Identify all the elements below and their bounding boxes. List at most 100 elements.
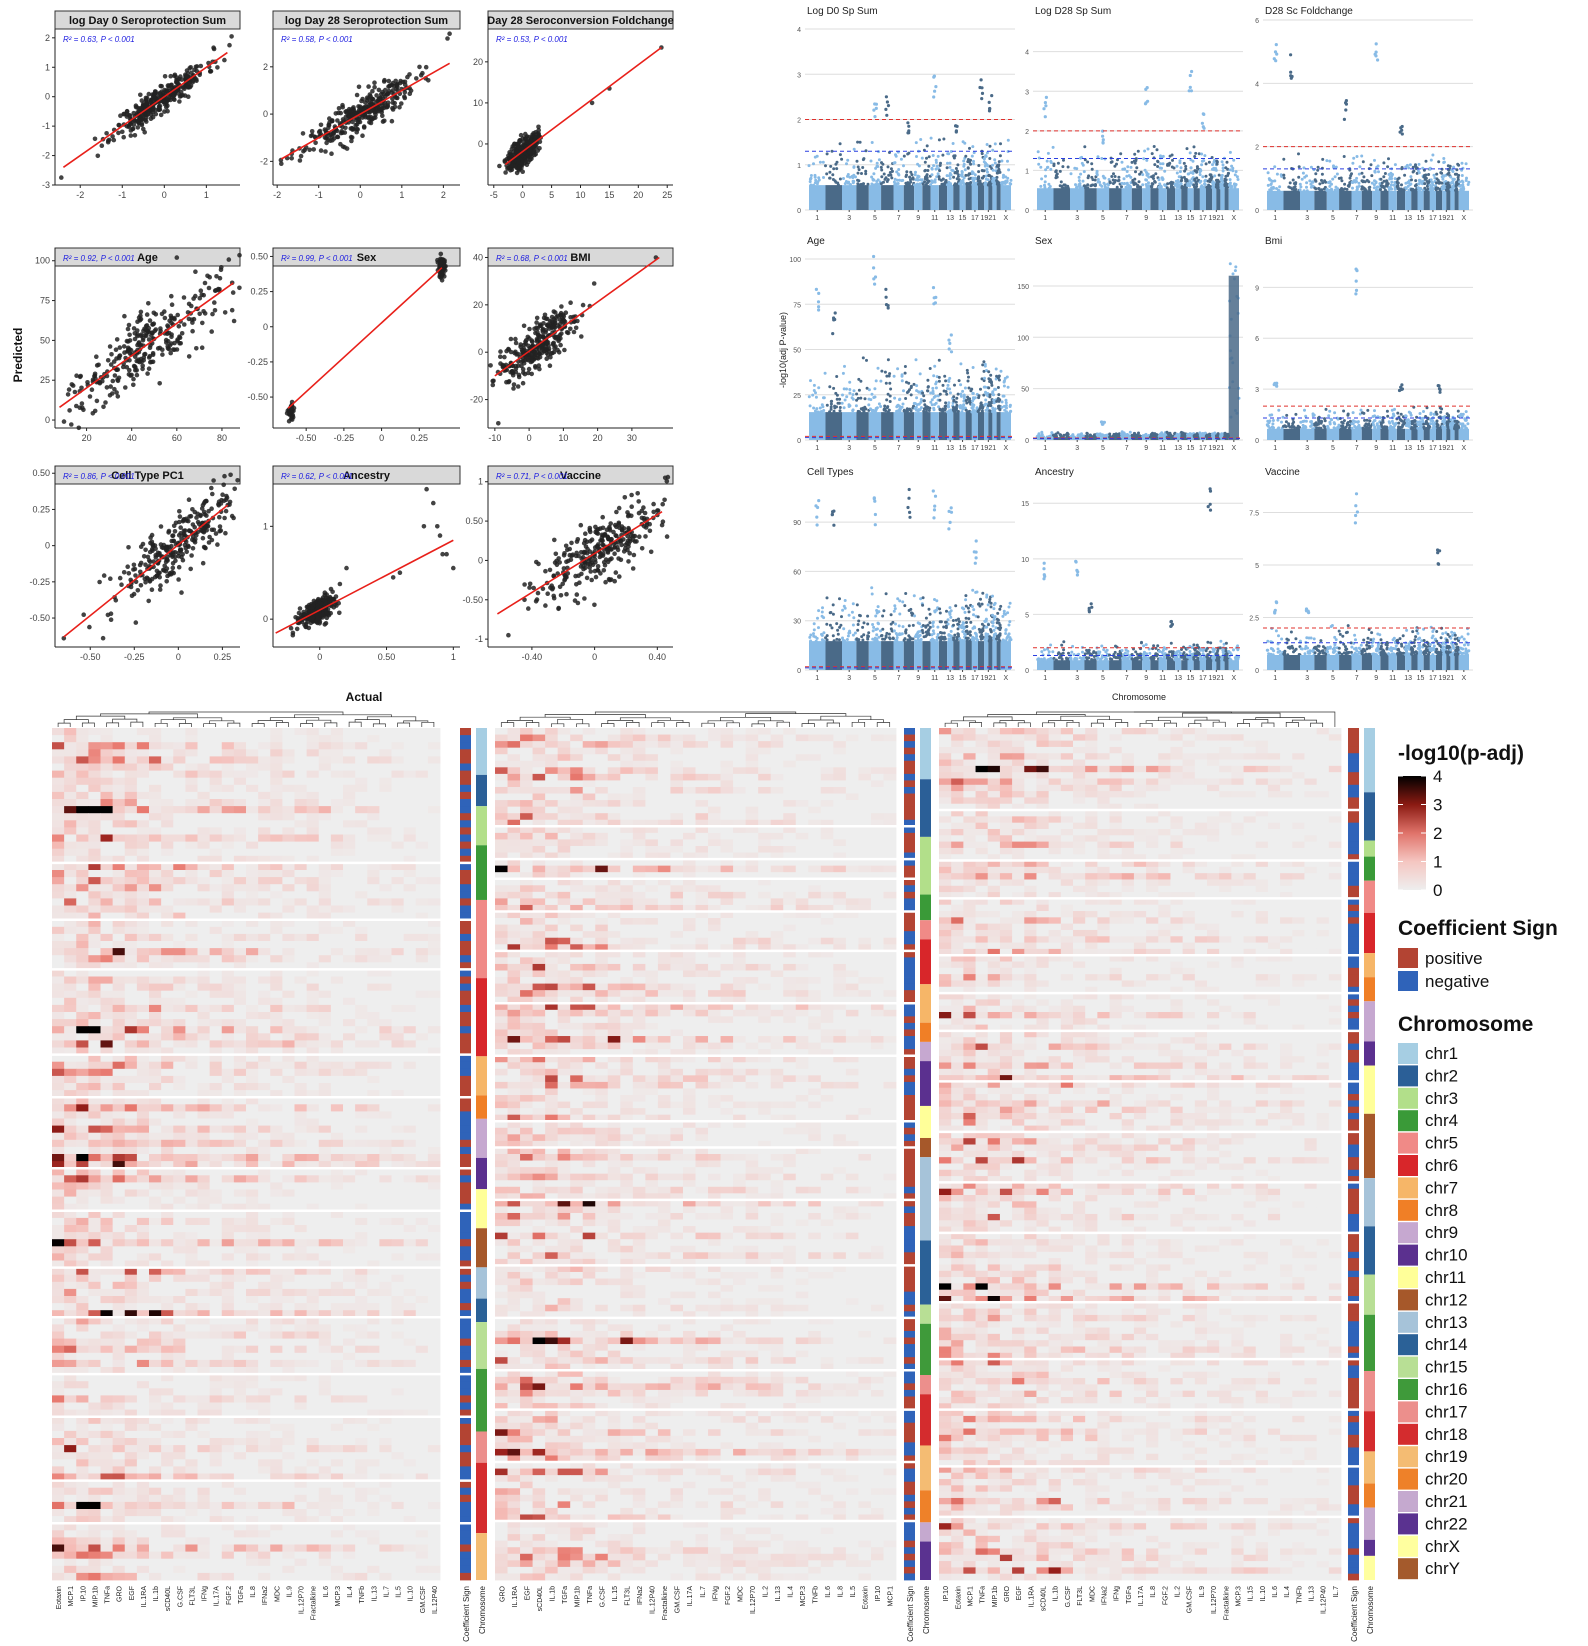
chromosome-band: [939, 185, 947, 210]
data-point: [533, 364, 538, 369]
data-point: [516, 363, 521, 368]
chromosome-band: [978, 412, 984, 440]
snp-point: [1334, 175, 1337, 178]
chromosome-band: [869, 412, 881, 440]
data-point: [214, 531, 219, 536]
x-tick-label: 9: [1144, 215, 1148, 222]
data-point: [319, 148, 324, 153]
panel-title: Age: [137, 252, 158, 264]
data-point: [141, 338, 146, 343]
snp-point: [1441, 178, 1444, 181]
snp-point: [1100, 185, 1103, 188]
data-point: [623, 495, 628, 500]
data-point: [133, 331, 138, 336]
data-point: [496, 421, 501, 426]
peak-point: [1102, 141, 1105, 144]
snp-point: [939, 393, 942, 396]
snp-point: [1268, 178, 1271, 181]
snp-point: [1121, 182, 1124, 185]
scatter-y-axis-label: Predicted: [11, 328, 25, 383]
chromosome-band: [826, 412, 843, 440]
snp-point: [935, 161, 938, 164]
data-point: [158, 91, 163, 96]
data-point: [123, 385, 128, 390]
x-tick-label: 5: [549, 190, 554, 200]
snp-point: [839, 178, 842, 181]
snp-point: [993, 158, 996, 161]
data-point: [218, 276, 223, 281]
peak-point: [1344, 101, 1347, 104]
snp-point: [961, 390, 964, 393]
data-point: [600, 515, 605, 520]
snp-point: [949, 166, 952, 169]
fit-line: [60, 283, 234, 407]
data-point: [169, 539, 174, 544]
snp-point: [1467, 181, 1470, 184]
chromosome-band: [1175, 188, 1181, 210]
snp-point: [1222, 167, 1225, 170]
data-point: [609, 556, 614, 561]
snp-point: [981, 152, 984, 155]
data-point: [558, 585, 563, 590]
data-point: [227, 502, 232, 507]
data-point: [167, 83, 172, 88]
data-point: [201, 536, 206, 541]
snp-point: [847, 182, 850, 185]
snp-point: [924, 177, 927, 180]
peak-point: [978, 86, 981, 89]
snp-point: [983, 404, 986, 407]
panel-title: Sex: [357, 252, 377, 264]
snp-point: [834, 163, 837, 166]
snp-point: [1435, 173, 1438, 176]
data-point: [554, 552, 559, 557]
snp-point: [1435, 181, 1438, 184]
data-point: [97, 580, 102, 585]
data-point: [516, 160, 521, 165]
snp-point: [901, 406, 904, 409]
data-point: [369, 121, 374, 126]
data-point: [554, 559, 559, 564]
data-point: [210, 312, 215, 317]
x-tick-label: 1: [451, 652, 456, 662]
data-point: [522, 361, 527, 366]
snp-point: [1328, 185, 1331, 188]
snp-point: [932, 374, 935, 377]
y-tick-label: 0: [45, 415, 50, 425]
snp-point: [1086, 161, 1089, 164]
data-point: [162, 309, 167, 314]
data-point: [506, 633, 511, 638]
snp-point: [957, 410, 960, 413]
x-tick-label: 9: [916, 215, 920, 222]
y-tick-label: 10: [473, 98, 483, 108]
snp-point: [966, 396, 969, 399]
data-point: [520, 169, 525, 174]
peak-point: [1189, 86, 1192, 89]
peak-point: [1202, 125, 1205, 128]
snp-point: [1215, 160, 1218, 163]
snp-point: [981, 363, 984, 366]
chromosome-band: [953, 185, 959, 210]
snp-point: [1390, 177, 1393, 180]
data-point: [488, 363, 493, 368]
snp-point: [1394, 177, 1397, 180]
snp-point: [1219, 182, 1222, 185]
data-point: [614, 510, 619, 515]
data-point: [231, 290, 236, 295]
chromosome-band: [1352, 191, 1362, 210]
y-tick-label: -0.50: [29, 613, 50, 623]
snp-point: [1160, 186, 1163, 189]
snp-point: [1292, 179, 1295, 182]
snp-point: [1119, 152, 1122, 155]
snp-point: [901, 375, 904, 378]
snp-point: [1400, 183, 1403, 186]
snp-point: [1187, 173, 1190, 176]
snp-point: [1081, 162, 1084, 165]
snp-point: [1302, 172, 1305, 175]
x-tick-label: 1921: [1439, 215, 1455, 222]
data-point: [156, 108, 161, 113]
snp-point: [1221, 187, 1224, 190]
snp-point: [880, 175, 883, 178]
snp-point: [1267, 171, 1270, 174]
snp-point: [945, 393, 948, 396]
snp-point: [935, 168, 938, 171]
